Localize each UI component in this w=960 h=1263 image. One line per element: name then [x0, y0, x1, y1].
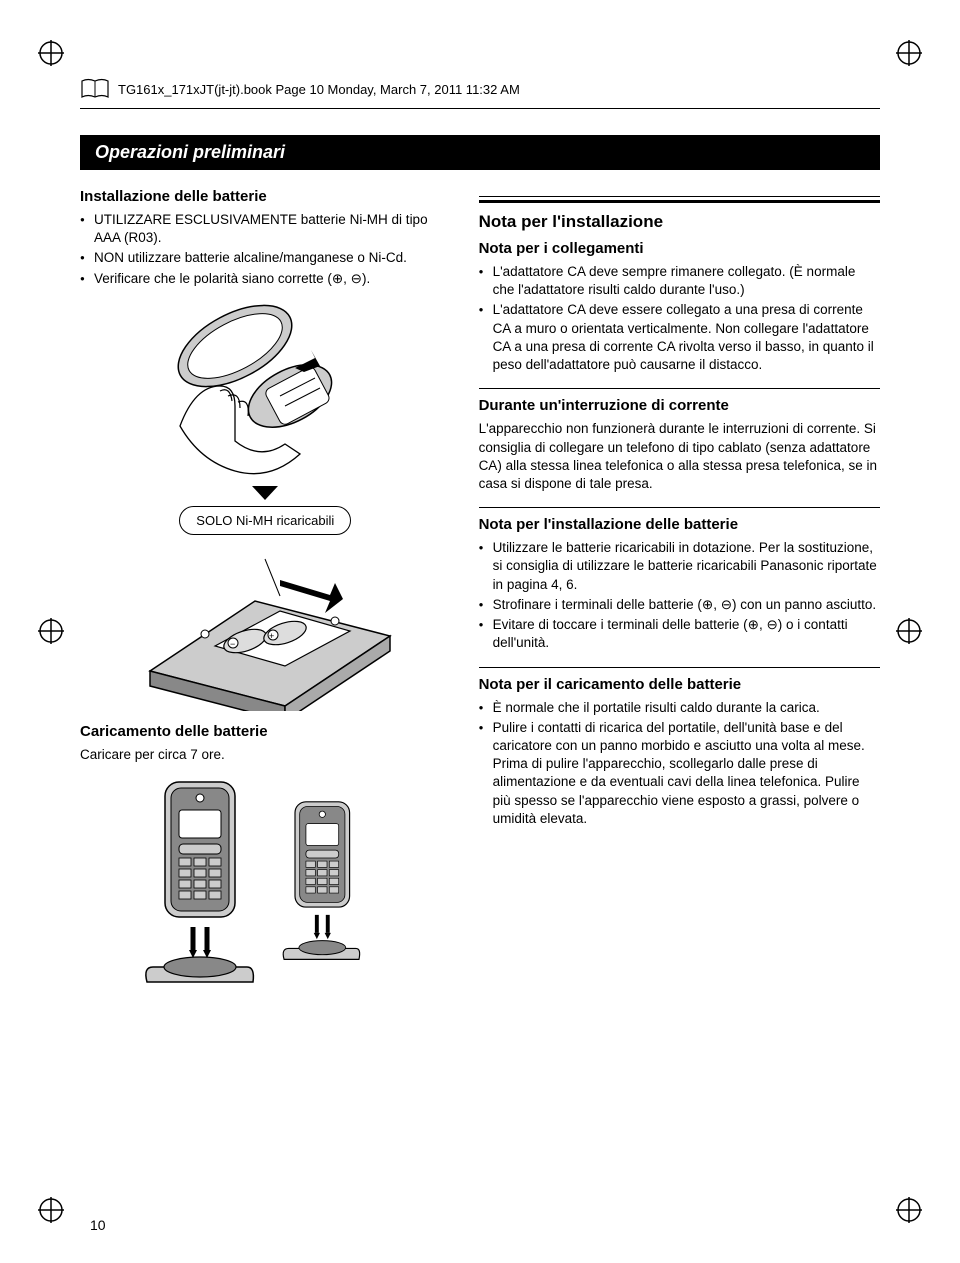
illustration-battery-compartment: − + — [125, 541, 405, 711]
subheading-battery-install: Nota per l'installazione delle batterie — [479, 507, 880, 533]
list-item: Pulire i contatti di ricarica del portat… — [479, 719, 880, 828]
section-header: Operazioni preliminari — [80, 135, 880, 170]
list-item: L'adattatore CA deve essere collegato a … — [479, 301, 880, 374]
svg-text:−: − — [230, 639, 235, 649]
list-item: Strofinare i terminali delle batterie (⊕… — [479, 596, 880, 614]
list-item: NON utilizzare batterie alcaline/mangane… — [80, 249, 451, 267]
registration-mark-icon — [896, 1197, 922, 1223]
book-icon — [80, 78, 110, 100]
subheading-power-outage: Durante un'interruzione di corrente — [479, 388, 880, 414]
page-meta-header: TG161x_171xJT(jt-jt).book Page 10 Monday… — [80, 78, 880, 100]
page-number: 10 — [90, 1217, 106, 1233]
section-title: Operazioni preliminari — [95, 142, 285, 162]
subheading-battery-charge: Nota per il caricamento delle batterie — [479, 667, 880, 693]
down-arrow-icon — [252, 486, 278, 500]
callout-text: SOLO Ni-MH ricaricabili — [196, 513, 334, 528]
list-item: Utilizzare le batterie ricaricabili in d… — [479, 539, 880, 594]
illustration-charging — [80, 772, 451, 1002]
left-column: Installazione delle batterie UTILIZZARE … — [80, 188, 451, 1014]
install-bullet-list: UTILIZZARE ESCLUSIVAMENTE batterie Ni-MH… — [80, 211, 451, 288]
registration-mark-icon — [38, 40, 64, 66]
heading-charging: Caricamento delle batterie — [80, 723, 451, 740]
heading-notes-installation: Nota per l'installazione — [479, 200, 880, 232]
list-item: Verificare che le polarità siano corrett… — [80, 270, 451, 288]
registration-mark-icon — [896, 618, 922, 644]
callout-nimh: SOLO Ni-MH ricaricabili — [179, 506, 351, 535]
list-item: Evitare di toccare i terminali delle bat… — [479, 616, 880, 652]
registration-mark-icon — [896, 40, 922, 66]
power-outage-body: L'apparecchio non funzionerà durante le … — [479, 420, 880, 493]
list-item: L'adattatore CA deve sempre rimanere col… — [479, 263, 880, 299]
svg-text:+: + — [269, 631, 274, 641]
list-item: È normale che il portatile risulti caldo… — [479, 699, 880, 717]
page-meta-text: TG161x_171xJT(jt-jt).book Page 10 Monday… — [118, 82, 520, 97]
list-item: UTILIZZARE ESCLUSIVAMENTE batterie Ni-MH… — [80, 211, 451, 247]
right-column: Nota per l'installazione Nota per i coll… — [479, 188, 880, 1014]
registration-mark-icon — [38, 618, 64, 644]
page-content: TG161x_171xJT(jt-jt).book Page 10 Monday… — [80, 60, 880, 1203]
battery-install-list: Utilizzare le batterie ricaricabili in d… — [479, 539, 880, 652]
connections-list: L'adattatore CA deve sempre rimanere col… — [479, 263, 880, 374]
battery-charge-list: È normale che il portatile risulti caldo… — [479, 699, 880, 829]
subheading-connections: Nota per i collegamenti — [479, 240, 880, 257]
heading-install-batteries: Installazione delle batterie — [80, 188, 451, 205]
registration-mark-icon — [38, 1197, 64, 1223]
charging-body: Caricare per circa 7 ore. — [80, 746, 451, 764]
illustration-handset: SOLO Ni-MH ricaricabili − + — [80, 296, 451, 711]
